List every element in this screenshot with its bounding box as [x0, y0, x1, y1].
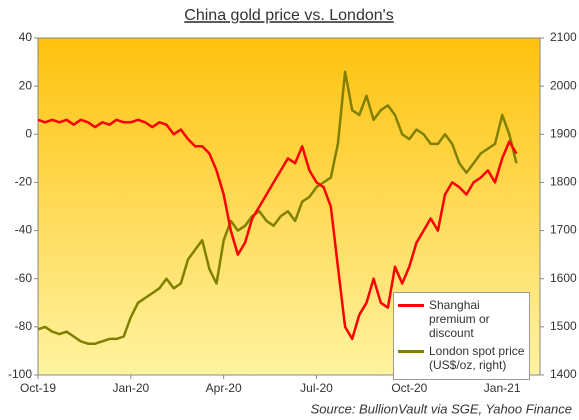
y-tick-label: 20 — [19, 78, 33, 92]
legend-swatch — [398, 350, 424, 353]
y2-tick-label: 1700 — [550, 223, 577, 237]
x-tick-label: Jul-20 — [300, 381, 333, 395]
y-tick-label: 0 — [25, 126, 32, 140]
x-tick-label: Jan-21 — [484, 381, 521, 395]
series-line — [37, 70, 518, 345]
y-tick-label: -60 — [15, 271, 33, 285]
series-line — [37, 118, 518, 341]
x-tick-label: Oct-20 — [391, 381, 427, 395]
y-tick-label: -40 — [15, 223, 33, 237]
y2-tick-label: 1800 — [550, 175, 577, 189]
legend: Shanghai premium or discount London spot … — [393, 292, 530, 380]
legend-label: London spot price (US$/oz, right) — [429, 344, 525, 372]
y2-tick-label: 1400 — [550, 367, 577, 381]
y2-tick-label: 1900 — [550, 126, 577, 140]
chart-title: China gold price vs. London's — [184, 7, 393, 24]
legend-swatch — [398, 304, 424, 307]
legend-item: Shanghai premium or discount — [398, 298, 525, 340]
x-tick-label: Apr-20 — [206, 381, 242, 395]
legend-item: London spot price (US$/oz, right) — [398, 344, 525, 372]
y2-tick-label: 1600 — [550, 271, 577, 285]
source: Source: BullionVault via SGE, Yahoo Fina… — [311, 401, 572, 416]
y-tick-label: -20 — [15, 175, 33, 189]
y2-tick-label: 2000 — [550, 78, 577, 92]
y-tick-label: 40 — [19, 30, 33, 44]
y-tick-label: -100 — [8, 367, 32, 381]
y-tick-label: -80 — [15, 319, 33, 333]
legend-label: Shanghai premium or discount — [429, 298, 490, 340]
x-tick-label: Oct-19 — [20, 381, 56, 395]
y2-tick-label: 1500 — [550, 319, 577, 333]
x-tick-label: Jan-20 — [112, 381, 149, 395]
y2-tick-label: 2100 — [550, 30, 577, 44]
